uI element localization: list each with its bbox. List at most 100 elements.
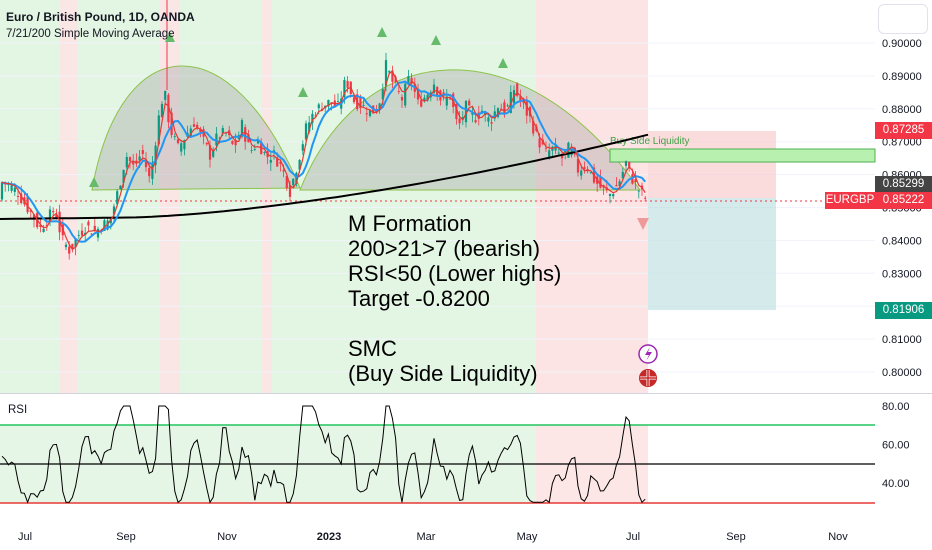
buy-side-liquidity-zone [609, 148, 876, 163]
chart-settings-button[interactable] [878, 4, 928, 34]
candle-body [231, 140, 234, 144]
candle-body [112, 206, 116, 215]
candle-body [388, 71, 391, 73]
candle-body [189, 128, 192, 137]
candle-body [477, 112, 480, 119]
candle-body [253, 149, 256, 150]
candle-body [311, 113, 314, 123]
candle-body [378, 103, 381, 110]
candle-body [64, 244, 68, 248]
candle-body [87, 221, 90, 226]
rsi-tick-label: 40.00 [882, 478, 910, 490]
candle-body [381, 89, 384, 100]
candle-body [32, 214, 36, 220]
sma-7-line [1, 70, 646, 251]
candle-body [0, 182, 4, 200]
candle-body [256, 140, 260, 144]
candle-body [154, 145, 157, 166]
candle-body [519, 96, 522, 101]
chart-title: Euro / British Pound, 1D, OANDA [6, 10, 195, 24]
candle-body [525, 101, 528, 116]
note-line-4: Target -0.8200 [348, 286, 490, 311]
lightning-icon[interactable] [638, 344, 658, 364]
candle-body [279, 161, 282, 164]
candle-body [244, 127, 247, 142]
red-band [60, 0, 78, 393]
candle-body [474, 120, 477, 123]
price-tick-label: 0.81000 [882, 334, 922, 346]
indicator-legend: 7/21/200 Simple Moving Average [6, 28, 175, 40]
time-tick-label: Mar [417, 531, 436, 543]
candle-body [292, 178, 295, 186]
candle-body [432, 84, 436, 93]
candle-body [426, 94, 429, 101]
candle-body [96, 228, 100, 238]
candle-body [384, 60, 388, 86]
candle-body [570, 147, 573, 156]
time-tick-label: May [517, 531, 538, 543]
candle-body [103, 220, 106, 232]
candle-body [285, 175, 288, 189]
time-tick-label: Jul [626, 531, 640, 543]
candle-body [26, 196, 29, 213]
candle-body [583, 167, 586, 170]
candle-body [506, 105, 509, 107]
candle-body [580, 170, 583, 176]
candle-body [42, 228, 45, 232]
candle-body [400, 96, 404, 101]
rsi-pane-label: RSI [8, 404, 28, 416]
rsi-axis[interactable]: 80.00 60.00 40.00 [882, 401, 910, 490]
candle-body [461, 117, 464, 120]
stop-price-tag: 0.87285 [875, 122, 932, 139]
candle-body [199, 128, 202, 133]
candle-body [362, 105, 365, 106]
time-tick-label: Nov [828, 531, 848, 543]
time-tick-label: Jul [18, 531, 32, 543]
candle-body [234, 139, 237, 146]
sma-21-line [1, 80, 646, 243]
note-line-2: 200>21>7 (bearish) [348, 236, 541, 261]
candle-body [125, 156, 128, 168]
candle-body [618, 181, 621, 186]
candle-body [218, 137, 221, 139]
candle-body [448, 98, 452, 100]
candle-body [516, 83, 519, 96]
note-line-6: (Buy Side Liquidity) [348, 361, 538, 386]
candle-body [560, 155, 564, 159]
candle-body [634, 178, 637, 183]
candle-body [68, 246, 71, 254]
candle-body [576, 158, 580, 173]
candle-body [608, 194, 612, 197]
rsi-line [1, 405, 646, 504]
candle-body [493, 111, 496, 119]
candle-body [637, 190, 640, 192]
candle-body [240, 120, 244, 137]
red-band [160, 0, 180, 393]
candle-body [80, 230, 84, 236]
candle-body [116, 191, 119, 205]
time-tick-label: Nov [217, 531, 237, 543]
candle-body [487, 117, 490, 122]
candle-body [404, 83, 407, 106]
candle-body [298, 159, 301, 170]
candle-body [496, 108, 500, 118]
price-tick-label: 0.89000 [882, 71, 922, 83]
candle-body [295, 172, 298, 184]
candle-body [532, 120, 535, 134]
candle-body [180, 143, 183, 152]
candle-body [138, 156, 141, 161]
time-tick-label: 2023 [317, 531, 341, 543]
uk-flag-icon[interactable] [639, 369, 657, 387]
time-axis[interactable]: Jul Sep Nov 2023 Mar May Jul Sep Nov [18, 531, 848, 543]
candle-body [490, 122, 493, 124]
price-tick-label: 0.90000 [882, 38, 922, 50]
candle-body [77, 235, 80, 236]
candle-body [176, 139, 180, 144]
candle-body [208, 145, 212, 160]
candle-body [148, 167, 151, 177]
stop-loss-zone [648, 131, 776, 198]
time-tick-label: Sep [726, 531, 746, 543]
price-tick-label: 0.83000 [882, 268, 922, 280]
candle-body [352, 97, 356, 103]
candle-body [458, 118, 461, 124]
